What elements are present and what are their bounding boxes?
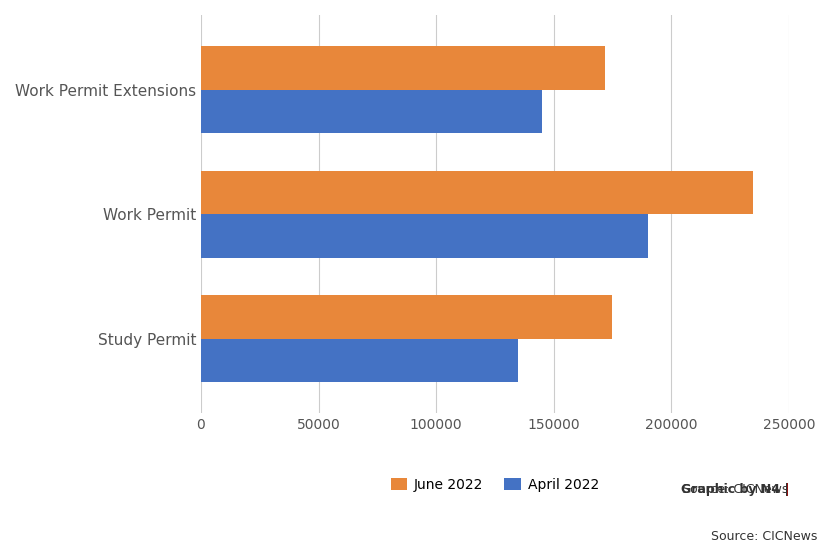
Bar bbox=[201, 170, 754, 214]
Text: Graphic by N4 |: Graphic by N4 | bbox=[681, 483, 788, 496]
Text: Source: CICNews: Source: CICNews bbox=[678, 483, 788, 496]
Bar bbox=[201, 90, 542, 133]
Bar bbox=[201, 339, 519, 382]
Text: Source: CICNews: Source: CICNews bbox=[707, 530, 818, 543]
Bar bbox=[201, 295, 613, 339]
Bar bbox=[201, 46, 605, 90]
Legend: June 2022, April 2022: June 2022, April 2022 bbox=[385, 472, 605, 497]
Bar bbox=[201, 214, 647, 258]
Text: |: | bbox=[784, 483, 788, 496]
